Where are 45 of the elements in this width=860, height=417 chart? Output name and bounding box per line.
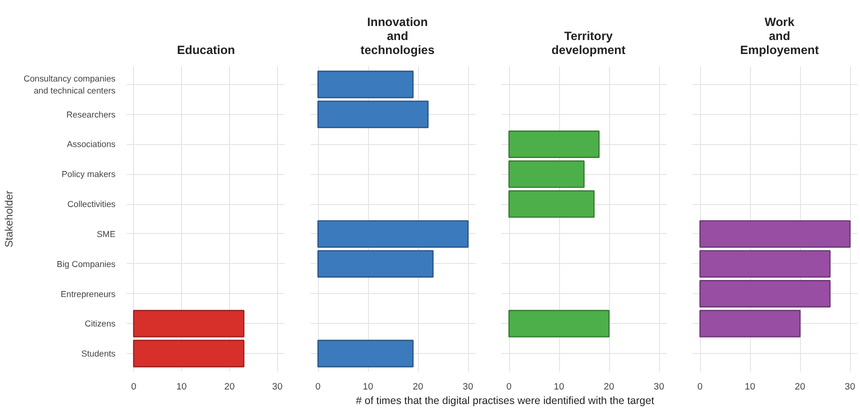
bar xyxy=(508,160,585,188)
x-axis-title: # of times that the digital practises were identified with the target xyxy=(356,394,654,409)
bar xyxy=(317,340,414,368)
x-tick-label: 10 xyxy=(362,382,374,392)
y-tick-label: Researchers xyxy=(66,109,116,120)
bar xyxy=(317,70,414,98)
y-tick-label: SME xyxy=(96,228,116,239)
x-tick-label: 0 xyxy=(315,382,321,392)
x-tick-label: 10 xyxy=(744,382,756,392)
bar xyxy=(699,280,831,308)
bar xyxy=(317,250,434,278)
chart-title: Education xyxy=(176,43,236,57)
y-tick-label: Policy makers xyxy=(62,169,116,180)
y-tick-label: Consultancy companies and technical centers xyxy=(24,73,116,96)
y-tick-label: Citizens xyxy=(84,318,116,329)
y-axis-title: Stakeholder xyxy=(4,190,16,248)
y-tick-label: Associations xyxy=(66,139,116,150)
x-tick-label: 20 xyxy=(604,382,614,392)
x-tick-label: 0 xyxy=(131,382,136,392)
x-tick-label: 30 xyxy=(272,382,283,392)
y-tick-label: Collectivities xyxy=(67,199,116,210)
y-tick-label: Entrepreneurs xyxy=(60,288,116,299)
bar xyxy=(699,250,831,278)
x-tick-label: 30 xyxy=(654,382,664,392)
y-tick-label: Students xyxy=(81,348,116,359)
bar xyxy=(699,220,851,248)
x-tick-label: 20 xyxy=(412,382,424,392)
x-tick-label: 0 xyxy=(506,382,512,392)
bar xyxy=(508,130,600,158)
x-tick-label: 10 xyxy=(554,382,564,392)
chart-title: Work and Employement xyxy=(739,15,820,57)
x-tick-label: 20 xyxy=(224,382,235,392)
chart-title: Innovation and technologies xyxy=(359,15,436,57)
x-tick-label: 10 xyxy=(176,382,187,392)
bar xyxy=(317,100,429,128)
bar xyxy=(699,310,801,338)
bar xyxy=(508,190,595,218)
x-tick-label: 20 xyxy=(794,382,806,392)
chart-title: Territory development xyxy=(550,29,626,57)
y-tick-label: Big Companies xyxy=(56,258,116,269)
bar xyxy=(317,220,469,248)
x-tick-label: 30 xyxy=(844,382,856,392)
x-tick-label: 30 xyxy=(462,382,474,392)
bar xyxy=(508,310,610,338)
x-tick-label: 0 xyxy=(697,382,703,392)
